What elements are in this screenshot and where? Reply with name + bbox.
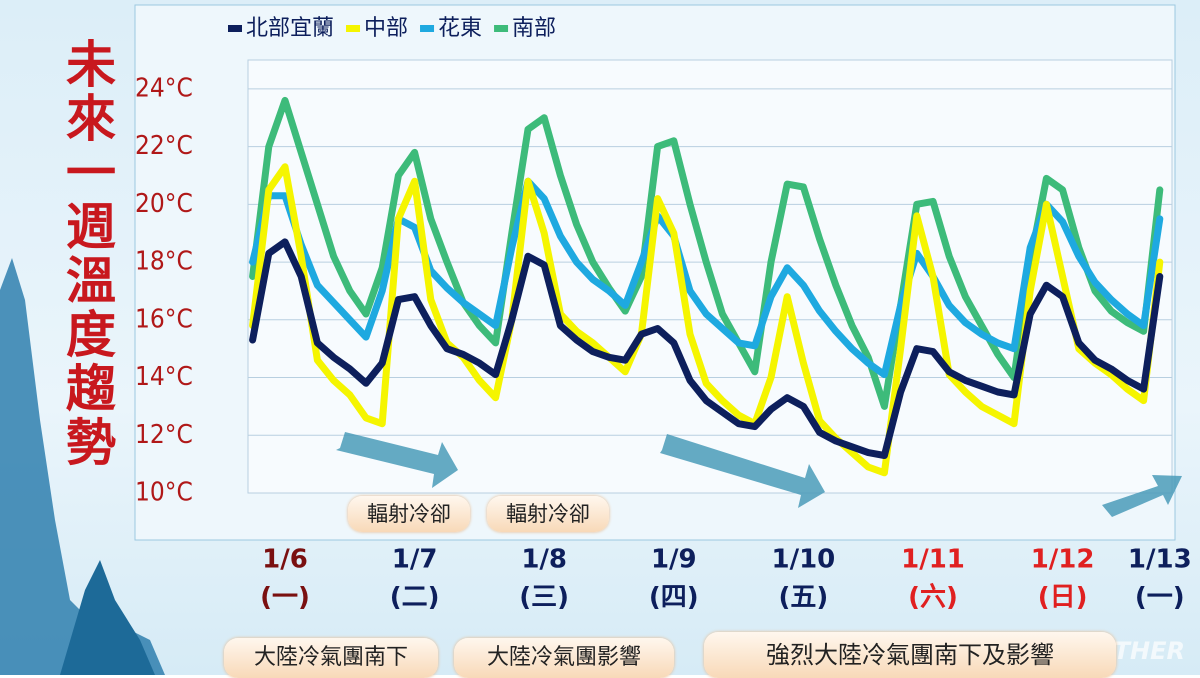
x-tick-label: 1/11 <box>901 545 965 575</box>
watermark: THER <box>1114 637 1185 665</box>
legend-label: 中部 <box>364 16 408 41</box>
legend-label: 南部 <box>512 16 556 41</box>
x-tick-label: 1/10 <box>772 545 836 575</box>
y-tick-label: 20°C <box>135 189 193 219</box>
legend-marker <box>494 25 509 32</box>
annotation: 輻射冷卻 <box>487 496 609 532</box>
x-tick-label: 1/7 <box>392 545 438 575</box>
x-tick-label: 1/9 <box>651 545 697 575</box>
x-tick-label: (五) <box>779 583 829 613</box>
y-tick-label: 10°C <box>135 478 193 508</box>
x-tick-label: 1/12 <box>1031 545 1095 575</box>
banner: 大陸冷氣團影響 <box>454 638 674 678</box>
arrows <box>336 432 1182 517</box>
legend-marker <box>420 25 435 32</box>
mountain <box>0 258 165 675</box>
line <box>249 238 1164 459</box>
line <box>249 177 1164 379</box>
x-tick-label: (三) <box>519 583 569 613</box>
x-tick-label: 1/13 <box>1128 545 1192 575</box>
annotation: 輻射冷卻 <box>348 496 470 532</box>
x-tick-label: 1/8 <box>521 545 567 575</box>
legend-label: 北部宜蘭 <box>246 16 334 41</box>
banner: 強烈大陸冷氣團南下及影響 <box>704 632 1116 678</box>
arrow <box>336 432 458 488</box>
x-tick-label: (二) <box>390 583 440 613</box>
legend-marker <box>346 25 361 32</box>
y-tick-label: 24°C <box>135 73 193 103</box>
banner: 大陸冷氣團南下 <box>224 638 438 678</box>
y-tick-label: 12°C <box>135 420 193 450</box>
line <box>249 96 1164 410</box>
legend-marker <box>228 25 242 32</box>
x-tick-label: (四) <box>649 583 699 613</box>
arrow <box>660 434 825 508</box>
arrow <box>1102 475 1182 517</box>
y-tick-label: 22°C <box>135 131 193 161</box>
line <box>249 163 1164 477</box>
chart-title: 未來一週溫度趨勢 <box>58 38 116 470</box>
x-tick-label: (日) <box>1038 583 1088 613</box>
legend-label: 花東 <box>438 16 482 41</box>
mountain <box>60 560 155 675</box>
x-tick-label: 1/6 <box>262 545 308 575</box>
x-tick-label: (六) <box>908 583 958 613</box>
y-tick-label: 14°C <box>135 362 193 392</box>
x-tick-label: (一) <box>260 583 310 613</box>
y-tick-label: 16°C <box>135 304 193 334</box>
y-tick-label: 18°C <box>135 247 193 277</box>
x-tick-label: (一) <box>1135 583 1185 613</box>
